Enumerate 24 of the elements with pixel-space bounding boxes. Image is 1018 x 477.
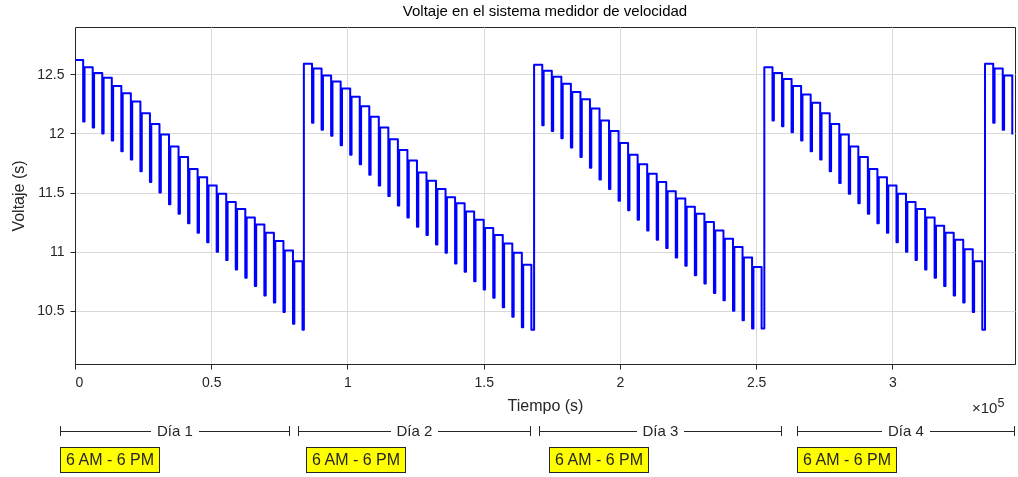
x-tick-label: 1.5 [474, 373, 495, 390]
text: ×10$^{5}$ [972, 396, 1005, 416]
text: Día 3 [636, 422, 685, 439]
y-tick-label: 11.5 [38, 184, 65, 201]
text: Día 4 [882, 422, 930, 439]
x-tick-label: 1 [344, 373, 353, 390]
y-tick-label: 10.5 [37, 302, 65, 319]
y-axis-title: Voltaje (s) [10, 160, 28, 232]
y-tick-label: 12 [48, 124, 65, 141]
x-tick-label: 2 [616, 373, 625, 390]
x-tick-label: 3 [888, 373, 897, 390]
y-tick-label: 12.5 [37, 65, 65, 82]
text: Día 1 [151, 422, 199, 439]
y-tick-label: 11 [49, 243, 65, 260]
x-tick-label: 2.5 [746, 373, 767, 390]
chart-title: Voltaje en el sistema medidor de velocidad [402, 2, 688, 19]
text: Día 2 [390, 422, 439, 439]
text: 6 AM - 6 PM [306, 447, 407, 473]
text: 6 AM - 6 PM [60, 447, 161, 473]
x-tick-label: 0.5 [202, 373, 222, 390]
text: 6 AM - 6 PM [797, 447, 898, 473]
x-tick-label: 0 [75, 373, 84, 390]
text: 6 AM - 6 PM [549, 447, 650, 473]
x-axis-title: Tiempo (s) [507, 396, 584, 414]
